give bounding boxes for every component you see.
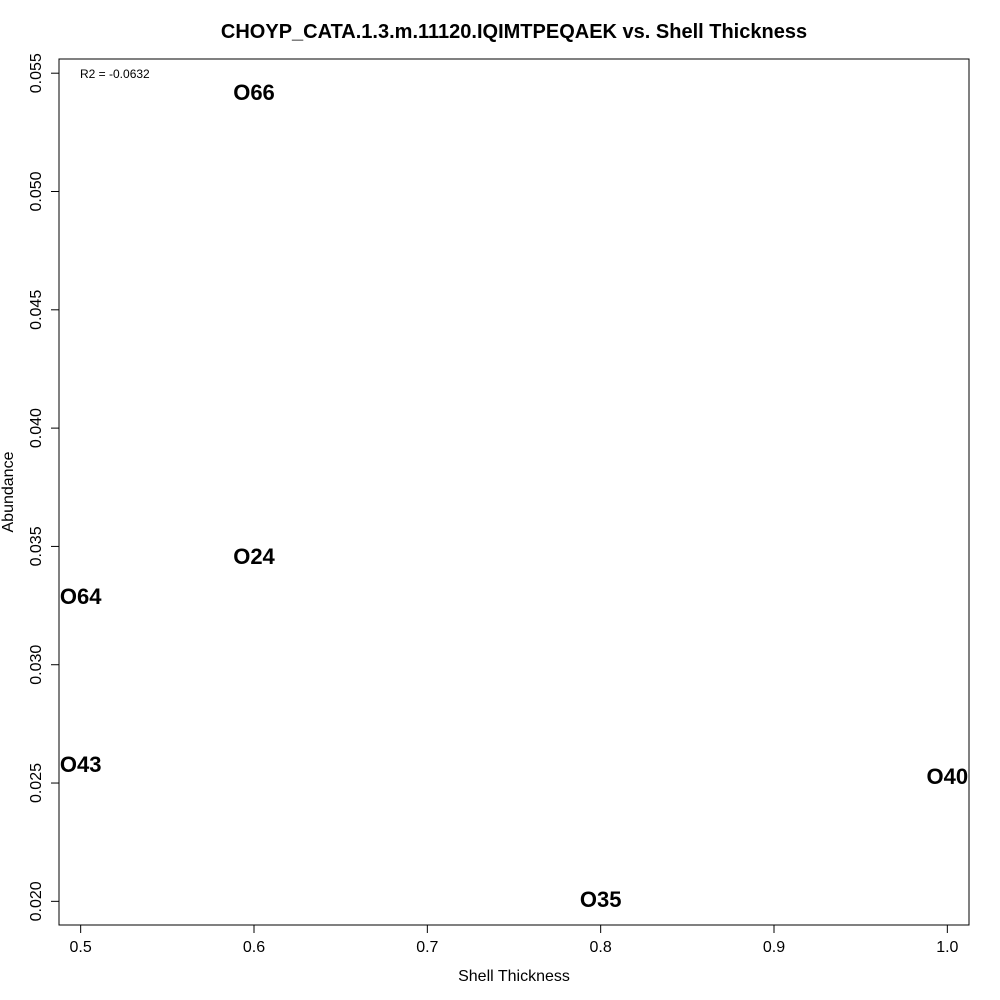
- x-axis-label: Shell Thickness: [458, 968, 570, 985]
- y-tick-label: 0.040: [28, 408, 45, 448]
- chart-title: CHOYP_CATA.1.3.m.11120.IQIMTPEQAEK vs. S…: [221, 21, 807, 43]
- y-tick-label: 0.030: [28, 645, 45, 685]
- y-tick-label: 0.045: [28, 290, 45, 330]
- x-axis: 0.5 0.6 0.7 0.8 0.9 1.0: [70, 924, 959, 956]
- x-tick-label: 0.6: [243, 939, 265, 956]
- y-tick-label: 0.050: [28, 171, 45, 211]
- point-label-o24: O24: [233, 544, 275, 569]
- y-axis-label: Abundance: [0, 451, 17, 532]
- x-tick-label: 1.0: [936, 939, 958, 956]
- y-tick-label: 0.020: [28, 881, 45, 921]
- point-label-o40: O40: [927, 764, 969, 789]
- point-label-o66: O66: [233, 80, 275, 105]
- r2-annotation: R2 = -0.0632: [80, 67, 150, 81]
- y-tick-label: 0.025: [28, 763, 45, 803]
- x-tick-label: 0.9: [763, 939, 785, 956]
- y-axis: 0.020 0.025 0.030 0.035 0.040 0.045 0.050 0.055: [28, 53, 60, 921]
- x-tick-label: 0.5: [70, 939, 92, 956]
- x-tick-label: 0.8: [590, 939, 612, 956]
- point-label-o64: O64: [60, 584, 102, 609]
- point-label-o35: O35: [580, 887, 622, 912]
- y-tick-label: 0.055: [28, 53, 45, 93]
- point-label-o43: O43: [60, 752, 102, 777]
- data-points: O66 O24 O64 O43 O40 O35: [60, 80, 968, 912]
- y-tick-label: 0.035: [28, 526, 45, 566]
- plot-area-frame: [58, 58, 970, 926]
- x-tick-label: 0.7: [416, 939, 438, 956]
